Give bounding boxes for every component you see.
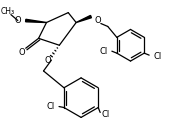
Text: O: O — [44, 56, 51, 65]
Text: O: O — [14, 16, 21, 25]
Text: Cl: Cl — [101, 110, 109, 119]
Polygon shape — [76, 15, 91, 22]
Text: Cl: Cl — [100, 47, 108, 56]
Text: O: O — [19, 48, 25, 57]
Text: O: O — [94, 16, 101, 25]
Text: CH₃: CH₃ — [1, 7, 15, 16]
Text: Cl: Cl — [153, 52, 161, 61]
Text: Cl: Cl — [47, 102, 55, 111]
Polygon shape — [26, 19, 47, 22]
